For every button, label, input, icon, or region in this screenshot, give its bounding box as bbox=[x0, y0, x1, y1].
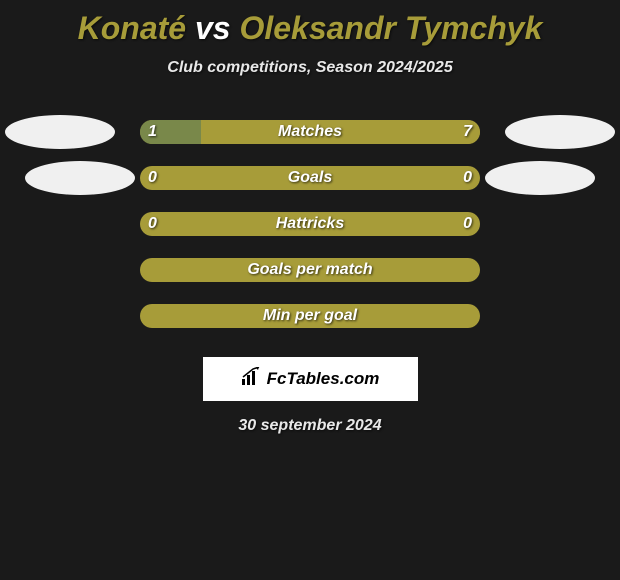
subtitle: Club competitions, Season 2024/2025 bbox=[0, 59, 620, 77]
title-part: vs bbox=[186, 10, 239, 46]
title-part: Oleksandr Tymchyk bbox=[239, 10, 542, 46]
stat-row: 00Goals bbox=[0, 155, 620, 201]
player-badge-right bbox=[505, 115, 615, 149]
logo-box: FcTables.com bbox=[203, 357, 418, 401]
stat-label: Goals per match bbox=[140, 258, 480, 282]
stat-label: Matches bbox=[140, 120, 480, 144]
stat-bar-track: 00Hattricks bbox=[140, 212, 480, 236]
stat-row: Min per goal bbox=[0, 293, 620, 339]
stat-rows: 17Matches 00Goals 00Hattricks Goals per mat… bbox=[0, 109, 620, 339]
stat-bar-track: 00Goals bbox=[140, 166, 480, 190]
page-title: Konaté vs Oleksandr Tymchyk bbox=[0, 0, 620, 47]
stat-row: Goals per match bbox=[0, 247, 620, 293]
title-part: Konaté bbox=[78, 10, 186, 46]
player-badge-left bbox=[25, 161, 135, 195]
stat-row: 00Hattricks bbox=[0, 201, 620, 247]
player-badge-right bbox=[485, 161, 595, 195]
stat-label: Min per goal bbox=[140, 304, 480, 328]
stat-bar-track: Goals per match bbox=[140, 258, 480, 282]
chart-icon bbox=[241, 367, 263, 392]
stat-bar-track: Min per goal bbox=[140, 304, 480, 328]
logo-text: FcTables.com bbox=[267, 369, 380, 389]
date-label: 30 september 2024 bbox=[0, 417, 620, 435]
player-badge-left bbox=[5, 115, 115, 149]
stat-label: Hattricks bbox=[140, 212, 480, 236]
stat-bar-track: 17Matches bbox=[140, 120, 480, 144]
stat-row: 17Matches bbox=[0, 109, 620, 155]
stat-label: Goals bbox=[140, 166, 480, 190]
